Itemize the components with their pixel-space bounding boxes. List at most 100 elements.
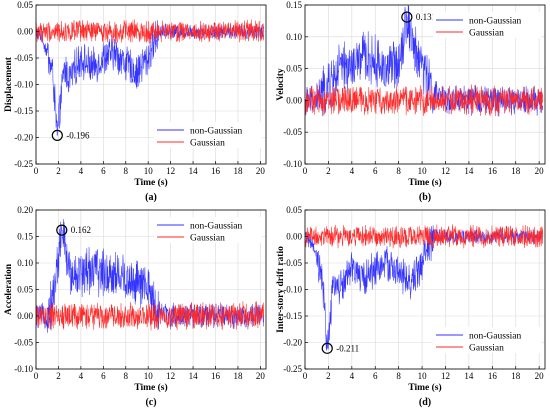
- y-axis-label: Velocity: [276, 68, 286, 101]
- chart-panel-4: 0 2 4 6 8 10 12 14 16 18 20 -0.25 -0.20 -0.15 -0.10 -0.…: [276, 205, 546, 408]
- peak-value-label: 0.131: [416, 12, 436, 22]
- y-tick-label: -0.10: [283, 285, 302, 295]
- x-tick-label: 18: [511, 166, 521, 176]
- x-tick-label: 8: [124, 371, 129, 381]
- x-tick-label: 20: [256, 371, 266, 381]
- y-tick-label: 0.00: [17, 27, 33, 37]
- chart-panel-1: 0 2 4 6 8 10 12 14 16 18 20 -0.25 -0.20 -0.15 -0.10 -0.…: [4, 0, 267, 203]
- legend: non-Gaussian Gaussian: [154, 217, 262, 244]
- x-tick-label: 14: [464, 371, 474, 381]
- legend-label: Gaussian: [469, 344, 504, 354]
- series-line-non-gaussian: [305, 5, 543, 117]
- peak-marker-circle: [321, 342, 333, 354]
- y-tick-label: -0.25: [283, 364, 302, 374]
- x-tick-label: 10: [144, 166, 154, 176]
- x-tick-label: 2: [56, 371, 61, 381]
- y-tick-label: -0.25: [14, 159, 33, 169]
- x-tick-label: 12: [441, 371, 450, 381]
- x-tick-label: 18: [233, 166, 243, 176]
- x-tick-label: 12: [166, 166, 175, 176]
- y-tick-label: 0.15: [286, 0, 302, 10]
- series-line-gaussian: [36, 301, 265, 331]
- y-axis-label: Inter-story drift ratio: [276, 246, 286, 333]
- x-tick-label: 6: [101, 166, 106, 176]
- y-axis-label: Acceleration: [4, 263, 14, 315]
- x-tick-label: 10: [418, 166, 428, 176]
- y-tick-label: 0.05: [286, 205, 302, 215]
- legend-box: [154, 217, 262, 243]
- x-axis-label: Time (s): [408, 177, 441, 188]
- x-tick-label: 8: [396, 371, 401, 381]
- peak-value-label: 0.162: [71, 225, 91, 235]
- x-tick-label: 16: [488, 371, 498, 381]
- legend-box: [154, 122, 262, 148]
- y-tick-label: -0.05: [14, 338, 33, 348]
- y-tick-label: 0.05: [286, 64, 302, 74]
- x-tick-label: 18: [233, 371, 243, 381]
- x-tick-label: 16: [211, 371, 221, 381]
- y-tick-label: 0.00: [286, 95, 302, 105]
- x-tick-label: 2: [56, 166, 61, 176]
- y-tick-label: -0.05: [14, 53, 33, 63]
- x-tick-label: 12: [166, 371, 175, 381]
- peak-marker-circle: [51, 129, 63, 141]
- x-tick-label: 16: [488, 166, 498, 176]
- x-tick-label: 2: [326, 371, 331, 381]
- y-tick-label: -0.10: [14, 80, 33, 90]
- x-tick-label: 20: [256, 166, 266, 176]
- x-tick-label: 6: [373, 371, 378, 381]
- peak-marker-circle: [401, 11, 413, 23]
- x-tick-label: 14: [464, 166, 474, 176]
- x-tick-label: 8: [396, 166, 401, 176]
- peak-value-label: -0.196: [66, 130, 90, 140]
- x-tick-label: 0: [34, 166, 39, 176]
- x-axis-label: Time (s): [134, 177, 167, 188]
- legend-label: non-Gaussian: [190, 222, 242, 232]
- y-tick-label: -0.05: [283, 127, 302, 137]
- series-line-gaussian: [305, 84, 543, 117]
- chart-panel-3: 0 2 4 6 8 10 12 14 16 18 20 -0.10 -0.05 0.00 0.05 0.10 0…: [4, 205, 267, 408]
- x-tick-label: 16: [211, 166, 221, 176]
- legend: non-Gaussian Gaussian: [433, 12, 541, 39]
- legend-box: [433, 12, 541, 38]
- panel-caption: (c): [145, 397, 156, 408]
- x-tick-label: 10: [144, 371, 154, 381]
- legend-label: Gaussian: [190, 139, 225, 149]
- x-tick-label: 20: [535, 166, 545, 176]
- legend: non-Gaussian Gaussian: [154, 122, 262, 149]
- series-line-gaussian: [305, 224, 543, 249]
- legend-label: non-Gaussian: [469, 17, 521, 27]
- x-tick-label: 10: [418, 371, 428, 381]
- x-tick-label: 8: [124, 166, 129, 176]
- x-tick-label: 4: [79, 371, 84, 381]
- y-tick-label: 0.15: [17, 232, 33, 242]
- x-tick-label: 18: [511, 371, 521, 381]
- x-tick-label: 2: [326, 166, 331, 176]
- x-tick-label: 0: [34, 371, 39, 381]
- y-tick-label: -0.20: [283, 338, 302, 348]
- x-tick-label: 0: [303, 166, 308, 176]
- x-tick-label: 14: [189, 166, 199, 176]
- y-tick-label: -0.15: [14, 106, 33, 116]
- y-tick-label: 0.00: [17, 311, 33, 321]
- y-tick-label: -0.05: [283, 258, 302, 268]
- y-tick-label: 0.00: [286, 232, 302, 242]
- y-tick-label: -0.10: [14, 364, 33, 374]
- y-tick-label: 0.20: [17, 205, 33, 215]
- chart-panel-2: 0 2 4 6 8 10 12 14 16 18 20 -0.10 -0.05 0.00 0.05 0.10 0…: [276, 0, 546, 203]
- panel-caption: (d): [419, 397, 431, 408]
- legend-label: Gaussian: [190, 234, 225, 244]
- x-tick-label: 4: [79, 166, 84, 176]
- legend-label: non-Gaussian: [190, 127, 242, 137]
- legend-label: non-Gaussian: [469, 332, 521, 342]
- x-tick-label: 4: [350, 166, 355, 176]
- y-tick-label: -0.15: [283, 311, 302, 321]
- panel-caption: (a): [145, 192, 157, 203]
- series-line-non-gaussian: [36, 219, 265, 333]
- x-tick-label: 6: [373, 166, 378, 176]
- y-axis-label: Displacement: [4, 56, 14, 112]
- x-tick-label: 4: [350, 371, 355, 381]
- x-axis-label: Time (s): [134, 382, 167, 393]
- y-tick-label: -0.20: [14, 133, 33, 143]
